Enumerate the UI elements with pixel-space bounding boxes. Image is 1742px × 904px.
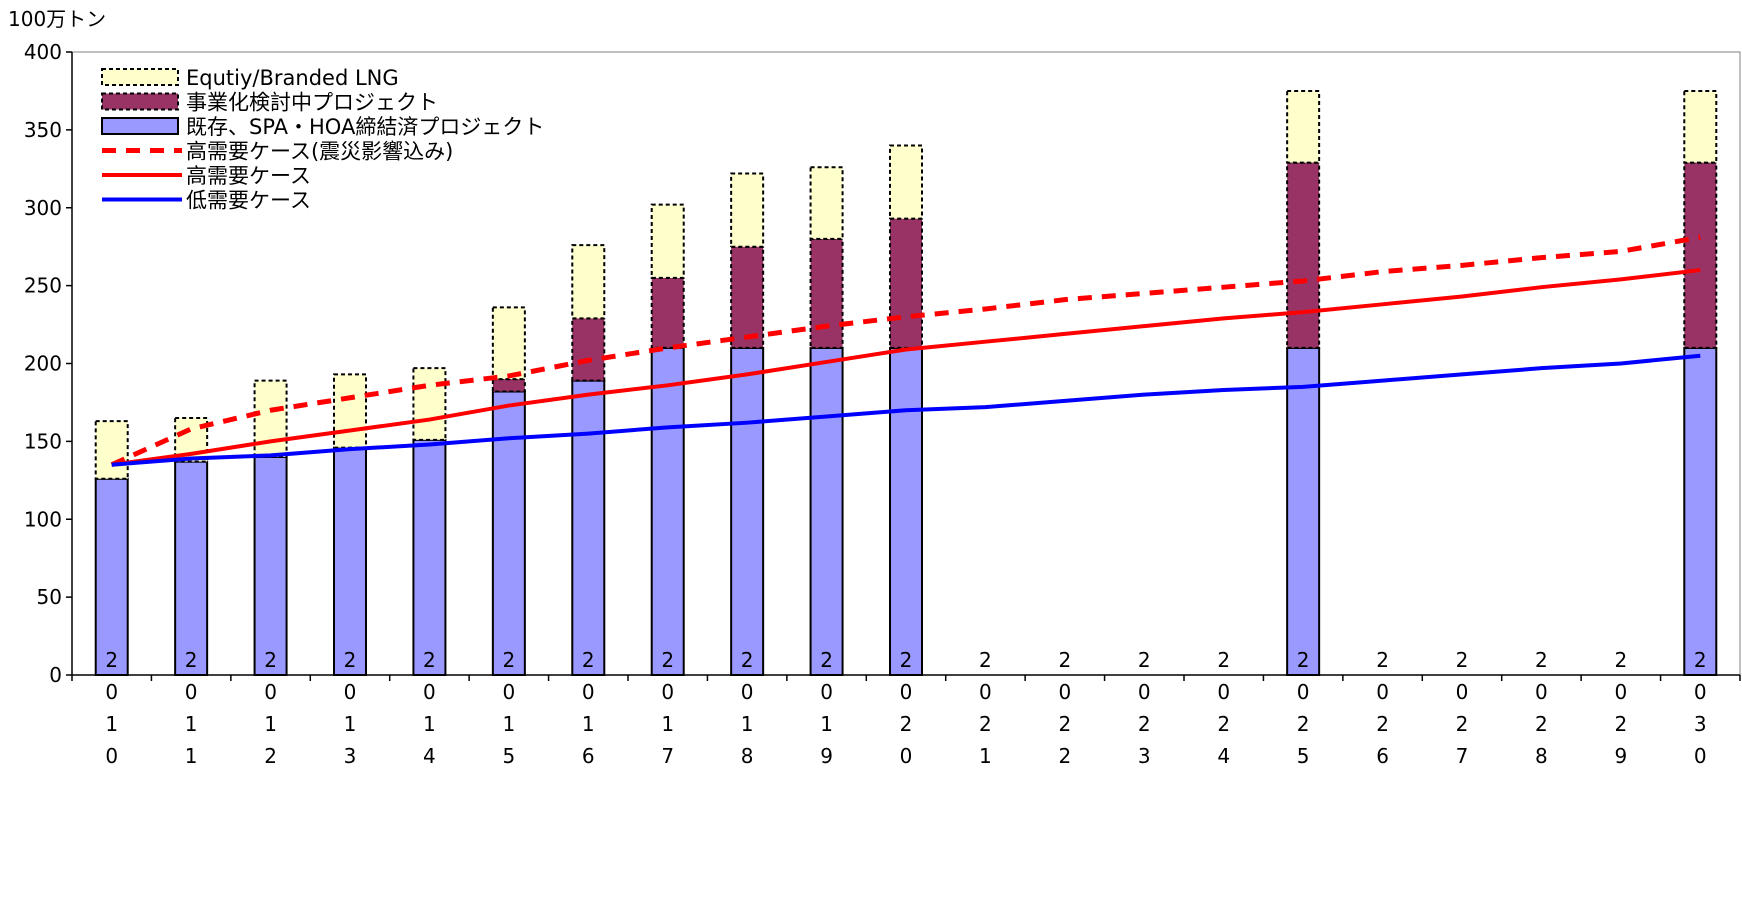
y-tick-label: 0 xyxy=(49,663,62,687)
x-tick-label: 2018 xyxy=(735,648,759,776)
bar-segment xyxy=(650,203,685,279)
x-tick-label: 2017 xyxy=(656,648,680,776)
legend-swatch xyxy=(101,117,179,135)
y-tick-label: 350 xyxy=(24,118,62,142)
bar-segment xyxy=(571,379,606,676)
bar-segment xyxy=(333,446,367,677)
bar-segment xyxy=(1683,89,1718,164)
bar-segment xyxy=(491,390,526,676)
bar-segment xyxy=(1286,346,1321,676)
bar-segment xyxy=(730,346,765,676)
legend-swatch xyxy=(101,68,179,86)
y-axis-unit-label: 100万トン xyxy=(8,7,106,31)
legend: Equtiy/Branded LNG事業化検討中プロジェクト既存、SPA・HOA… xyxy=(101,66,544,213)
bar-segment xyxy=(730,245,765,349)
y-tick-label: 50 xyxy=(37,585,62,609)
legend-label: 事業化検討中プロジェクト xyxy=(186,91,438,115)
legend-label: Equtiy/Branded LNG xyxy=(186,66,399,90)
bar-segment xyxy=(94,420,129,480)
legend-item: 高需要ケース(震災影響込み) xyxy=(102,140,453,164)
bar-segment xyxy=(412,438,447,676)
series-line xyxy=(110,234,1701,468)
x-tick-label: 2014 xyxy=(417,648,441,776)
bar-segment xyxy=(491,378,526,393)
x-tick-label: 2016 xyxy=(576,648,600,776)
series-line xyxy=(111,353,1701,467)
bar-segment xyxy=(571,244,606,320)
bar-segment xyxy=(809,166,844,240)
x-tick-label: 2026 xyxy=(1371,648,1395,776)
legend-item: 低需要ケース xyxy=(102,189,311,213)
legend-label: 高需要ケース(震災影響込み) xyxy=(186,140,453,164)
x-tick-label: 2021 xyxy=(973,648,997,776)
x-tick-label: 2010 xyxy=(100,648,124,776)
x-tick-label: 2020 xyxy=(894,648,918,776)
y-tick-label: 300 xyxy=(24,196,62,220)
x-tick-label: 2030 xyxy=(1688,648,1712,776)
bar-segment xyxy=(1683,346,1718,676)
bar-segment xyxy=(1286,161,1321,349)
bar-segment xyxy=(650,276,685,349)
bar-segment xyxy=(1286,89,1321,164)
bar-segment xyxy=(174,460,209,676)
bar-segment xyxy=(412,367,447,441)
x-tick-label: 2025 xyxy=(1291,648,1315,776)
bar-segment xyxy=(571,317,606,382)
bar-segment xyxy=(650,346,685,676)
legend-item: 事業化検討中プロジェクト xyxy=(101,91,438,115)
y-tick-label: 150 xyxy=(24,429,62,453)
bar-segment xyxy=(889,217,923,349)
bar-segment xyxy=(809,237,844,349)
x-tick-label: 2019 xyxy=(815,648,839,776)
bar-segment xyxy=(253,455,288,677)
stacked-bars xyxy=(94,89,1718,677)
x-tick-label: 2011 xyxy=(179,648,203,776)
x-tick-label: 2013 xyxy=(338,648,362,776)
x-tick-label: 2012 xyxy=(259,648,283,776)
legend-item: Equtiy/Branded LNG xyxy=(101,66,399,90)
legend-label: 高需要ケース xyxy=(186,164,311,188)
bar-segment xyxy=(730,172,765,248)
demand-lines xyxy=(110,234,1701,468)
bar-segment xyxy=(491,306,526,381)
axes: 0 50 100 150 200 250 300 350 400 2010 2011 2012 2013… xyxy=(24,40,1741,776)
bar-segment xyxy=(253,379,288,458)
legend-item: 既存、SPA・HOA締結済プロジェクト xyxy=(101,115,544,139)
x-tick-label: 2027 xyxy=(1450,648,1474,776)
y-tick-label: 250 xyxy=(24,274,62,298)
y-tick-label: 400 xyxy=(24,40,62,64)
bar-segment xyxy=(809,346,844,676)
x-tick-label: 2024 xyxy=(1212,648,1236,776)
bar-segment xyxy=(889,346,923,676)
bar-segment xyxy=(889,144,923,220)
x-tick-label: 2023 xyxy=(1132,648,1156,776)
series-line xyxy=(111,268,1701,467)
legend-label: 既存、SPA・HOA締結済プロジェクト xyxy=(186,115,544,139)
y-tick-label: 100 xyxy=(24,507,62,531)
x-tick-label: 2029 xyxy=(1609,648,1633,776)
legend-swatch xyxy=(101,92,179,111)
y-tick-label: 200 xyxy=(24,352,62,376)
x-tick-label: 2015 xyxy=(497,648,521,776)
bar-segment xyxy=(94,477,129,676)
x-tick-label: 2028 xyxy=(1529,648,1553,776)
legend-label: 低需要ケース xyxy=(186,189,311,213)
legend-item: 高需要ケース xyxy=(102,164,311,188)
bar-segment xyxy=(1683,161,1718,349)
bar-segment xyxy=(333,373,367,449)
x-tick-label: 2022 xyxy=(1053,648,1077,776)
